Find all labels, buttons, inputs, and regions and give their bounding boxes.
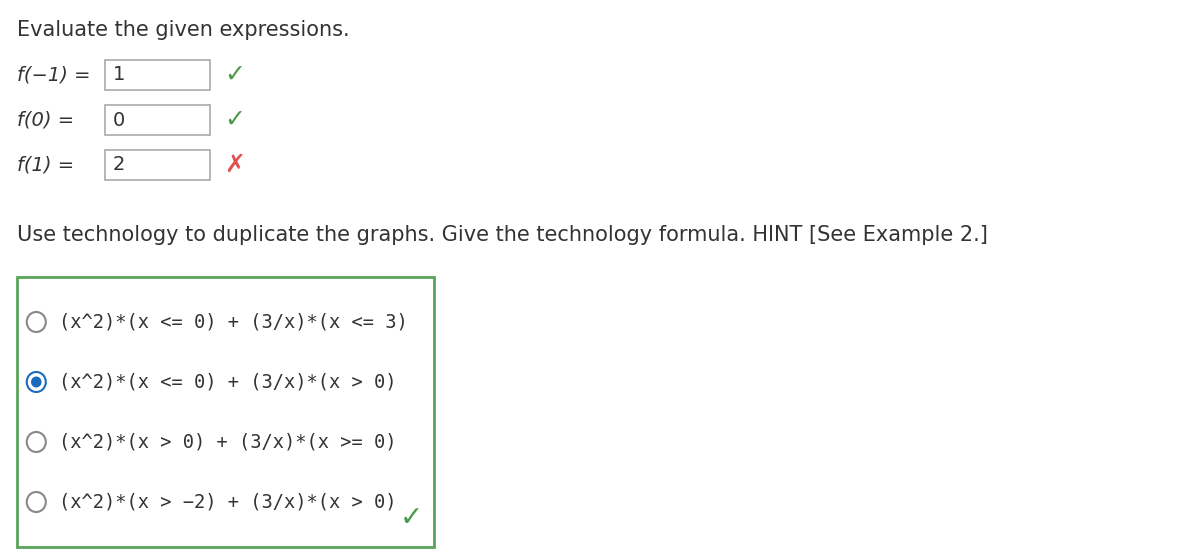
Text: Use technology to duplicate the graphs. Give the technology formula. HINT [See E: Use technology to duplicate the graphs. …: [17, 225, 988, 245]
Text: f(0) =: f(0) =: [17, 110, 74, 129]
Text: ✓: ✓: [224, 108, 245, 132]
Text: (x^2)*(x > 0) + (3/x)*(x >= 0): (x^2)*(x > 0) + (3/x)*(x >= 0): [59, 432, 397, 452]
Text: ✓: ✓: [400, 504, 422, 532]
Text: f(−1) =: f(−1) =: [17, 65, 91, 84]
Text: Evaluate the given expressions.: Evaluate the given expressions.: [17, 20, 350, 40]
Text: (x^2)*(x <= 0) + (3/x)*(x > 0): (x^2)*(x <= 0) + (3/x)*(x > 0): [59, 372, 397, 391]
FancyBboxPatch shape: [104, 60, 210, 90]
Text: 0: 0: [113, 110, 125, 129]
Circle shape: [26, 492, 46, 512]
Text: 2: 2: [113, 155, 125, 174]
Text: ✓: ✓: [224, 63, 245, 87]
Text: (x^2)*(x > −2) + (3/x)*(x > 0): (x^2)*(x > −2) + (3/x)*(x > 0): [59, 492, 397, 512]
Text: (x^2)*(x <= 0) + (3/x)*(x <= 3): (x^2)*(x <= 0) + (3/x)*(x <= 3): [59, 312, 408, 331]
Circle shape: [26, 372, 46, 392]
FancyBboxPatch shape: [17, 277, 434, 547]
Text: f(1) =: f(1) =: [17, 155, 74, 174]
Circle shape: [26, 432, 46, 452]
Circle shape: [26, 312, 46, 332]
Text: ✗: ✗: [224, 153, 245, 177]
FancyBboxPatch shape: [104, 150, 210, 180]
FancyBboxPatch shape: [104, 105, 210, 135]
Text: 1: 1: [113, 65, 125, 84]
Circle shape: [31, 376, 42, 387]
